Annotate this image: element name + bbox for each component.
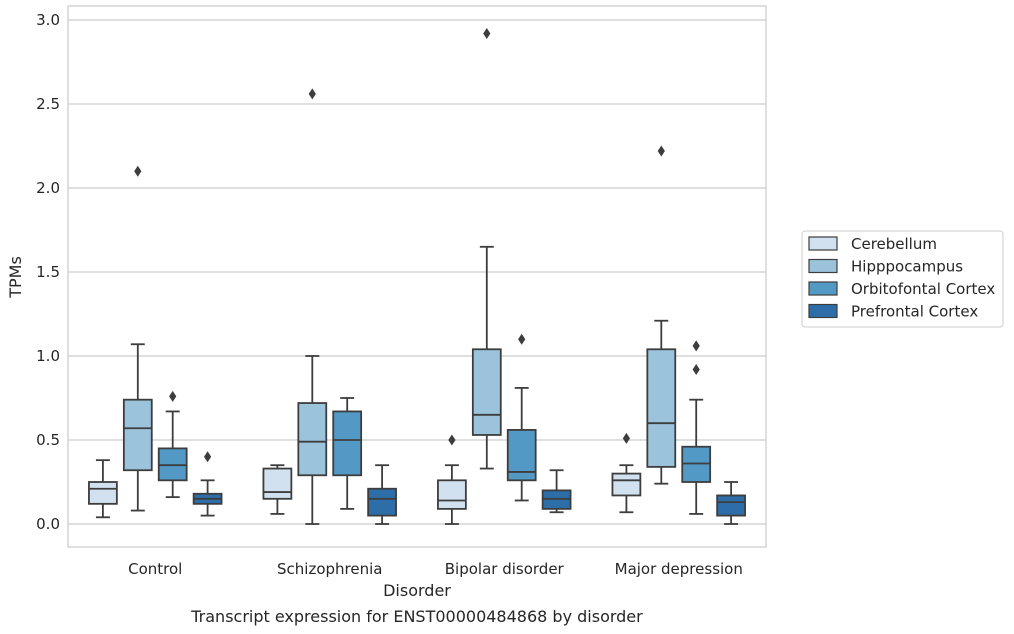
x-tick-label: Major depression xyxy=(615,560,743,578)
outlier-point xyxy=(134,165,142,177)
outlier-point xyxy=(657,145,665,157)
legend-label: Hipppocampus xyxy=(851,258,963,276)
y-axis-ticks: 0.0 0.5 1.0 1.5 2.0 2.5 3.0 xyxy=(36,11,60,533)
legend-label: Prefrontal Cortex xyxy=(851,303,978,321)
x-tick-label: Bipolar disorder xyxy=(445,560,565,578)
x-axis-ticks: Control Schizophrenia Bipolar disorder Majo… xyxy=(128,560,743,578)
box-iqr xyxy=(367,487,397,517)
y-tick-label: 0.5 xyxy=(36,431,60,449)
x-tick-label: Control xyxy=(128,560,182,578)
box-cerebellum xyxy=(88,459,118,519)
box-hipppocampus xyxy=(646,145,677,485)
box-iqr xyxy=(297,402,328,477)
plot-area-frame xyxy=(67,5,767,548)
outlier-point xyxy=(692,363,700,375)
y-axis-label: TPMs xyxy=(6,256,25,299)
legend: Cerebellum Hipppocampus Orbitofontal Corte… xyxy=(801,230,1004,328)
box-iqr xyxy=(88,481,118,505)
box-prefrontal-cortex xyxy=(541,469,572,514)
y-tick-label: 0.0 xyxy=(36,515,60,533)
box-prefrontal-cortex xyxy=(716,481,746,525)
gridlines xyxy=(68,19,766,525)
legend-swatch xyxy=(808,236,838,251)
x-axis-label: Disorder xyxy=(383,581,451,600)
chart-title: Transcript expression for ENST0000048486… xyxy=(190,607,643,626)
box-prefrontal-cortex xyxy=(192,451,223,517)
box-cerebellum xyxy=(611,432,642,514)
box-iqr xyxy=(437,479,467,510)
y-tick-label: 1.5 xyxy=(36,263,60,281)
box-prefrontal-cortex xyxy=(367,464,397,525)
box-orbitofontal-cortex xyxy=(681,340,712,515)
y-tick-label: 1.0 xyxy=(36,347,60,365)
box-iqr xyxy=(471,348,502,436)
box-iqr xyxy=(122,398,153,472)
box-cerebellum xyxy=(437,434,467,525)
box-hipppocampus xyxy=(297,88,328,525)
box-orbitofontal-cortex xyxy=(332,397,363,510)
outlier-point xyxy=(448,434,456,446)
y-tick-label: 3.0 xyxy=(36,11,60,29)
box-iqr xyxy=(646,348,677,468)
boxes xyxy=(88,27,746,525)
legend-swatch xyxy=(808,281,838,296)
legend-swatch xyxy=(808,303,838,319)
legend-label: Orbitofontal Cortex xyxy=(851,280,995,298)
legend-frame xyxy=(801,230,1004,328)
box-orbitofontal-cortex xyxy=(157,390,188,499)
legend-swatch xyxy=(808,258,838,274)
box-hipppocampus xyxy=(122,165,153,512)
outlier-point xyxy=(692,340,700,352)
box-orbitofontal-cortex xyxy=(506,333,537,502)
outlier-point xyxy=(308,88,316,100)
legend-label: Cerebellum xyxy=(851,235,937,253)
y-tick-label: 2.0 xyxy=(36,179,60,197)
box-iqr xyxy=(332,410,363,477)
outlier-point xyxy=(204,451,212,463)
box-cerebellum xyxy=(262,464,293,515)
y-tick-label: 2.5 xyxy=(36,95,60,113)
outlier-point xyxy=(622,432,630,444)
box-iqr xyxy=(262,467,293,500)
outlier-point xyxy=(169,390,177,402)
outlier-point xyxy=(483,27,491,39)
outlier-point xyxy=(518,333,526,345)
box-hipppocampus xyxy=(471,27,502,470)
x-tick-label: Schizophrenia xyxy=(277,560,382,578)
box-iqr xyxy=(611,472,642,497)
box-iqr xyxy=(716,494,746,517)
